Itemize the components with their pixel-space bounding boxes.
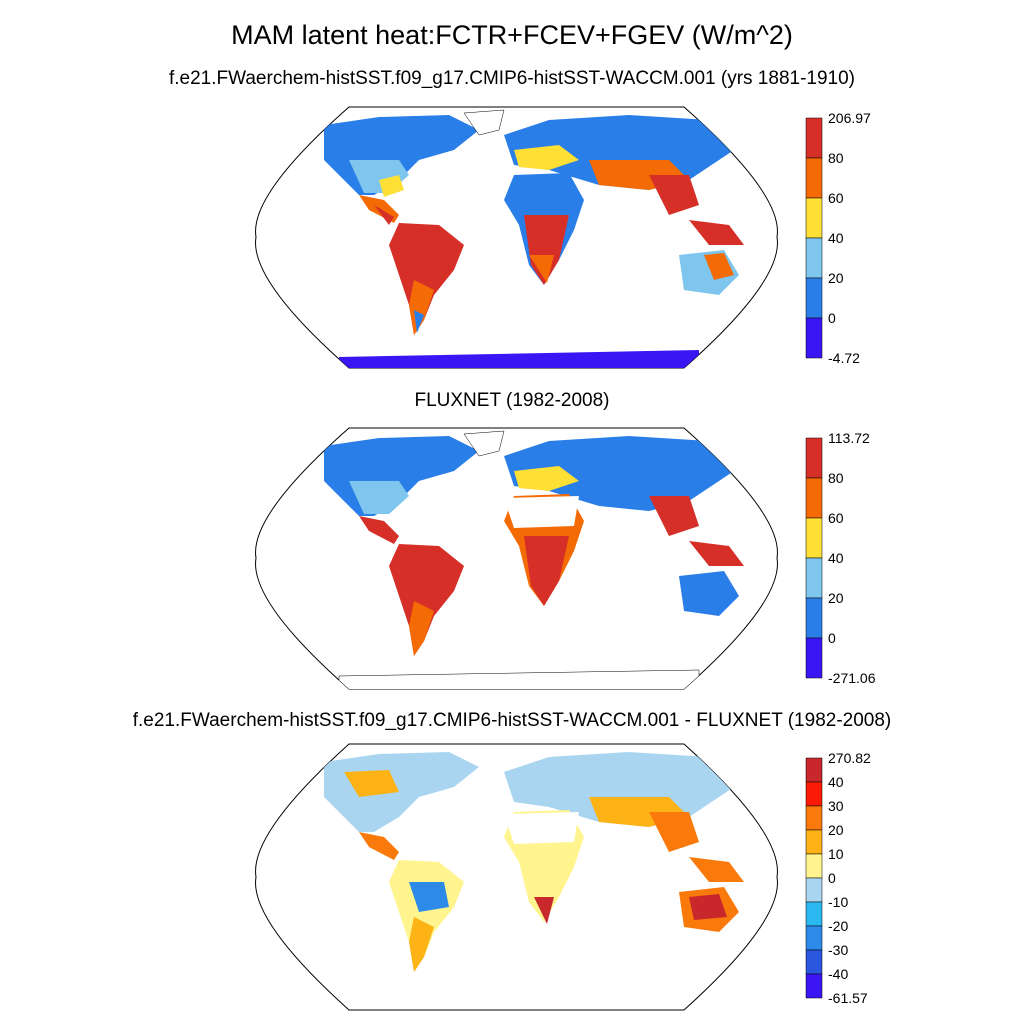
colorbar-segment [805, 637, 823, 679]
panel-3-colorbar: 270.82 40 30 20 10 0 -10 -20 -30 -40 -61.57 [805, 752, 871, 1006]
colorbar-segment [805, 757, 823, 783]
panel-3-title: f.e21.FWaerchem-histSST.f09_g17.CMIP6-hi… [132, 710, 892, 731]
colorbar-label: 60 [828, 510, 844, 526]
colorbar-label: 60 [828, 190, 844, 206]
colorbar-segment [805, 973, 823, 999]
colorbar-segment [805, 317, 823, 359]
colorbar-label: 80 [828, 470, 844, 486]
colorbar-segment [805, 557, 823, 599]
panel-2-title: FLUXNET (1982-2008) [414, 390, 610, 411]
colorbar-label: 206.97 [828, 112, 871, 126]
colorbar-segment [805, 477, 823, 519]
colorbar-label: 20 [828, 822, 844, 838]
colorbar-segment [805, 781, 823, 807]
eurasia-region [504, 115, 749, 190]
colorbar-label: 40 [828, 550, 844, 566]
colorbar-segment [805, 437, 823, 479]
colorbar-segment [805, 157, 823, 199]
colorbar-segment [805, 517, 823, 559]
colorbar-segment [805, 117, 823, 159]
greenland-region [463, 109, 505, 136]
colorbar-label: -10 [828, 894, 848, 910]
colorbar-segment [805, 877, 823, 903]
colorbar-label: 30 [828, 798, 844, 814]
colorbar-segment [805, 805, 823, 831]
colorbar-label: 10 [828, 846, 844, 862]
panel-3-map [255, 743, 778, 1011]
colorbar-label: 20 [828, 270, 844, 286]
south-america-region [389, 223, 464, 335]
colorbar-label: -271.06 [828, 670, 876, 686]
colorbar-label: -40 [828, 966, 848, 982]
colorbar-segment [805, 197, 823, 239]
colorbar-segment [805, 853, 823, 879]
colorbar-label: 80 [828, 150, 844, 166]
colorbar-label: -61.57 [828, 990, 868, 1006]
colorbar-label: -30 [828, 942, 848, 958]
colorbar-segment [805, 925, 823, 951]
colorbar-label: 20 [828, 590, 844, 606]
colorbar-label: 0 [828, 630, 836, 646]
colorbar-label: 40 [828, 230, 844, 246]
colorbar-segment [805, 237, 823, 279]
colorbar-segment [805, 901, 823, 927]
panel-1-map [255, 106, 778, 369]
colorbar-segment [805, 597, 823, 639]
colorbar-label: -20 [828, 918, 848, 934]
colorbar-label: 113.72 [828, 432, 870, 446]
antarctica-region [339, 350, 699, 368]
colorbar-label: 0 [828, 870, 836, 886]
colorbar-label: 40 [828, 774, 844, 790]
colorbar-label: 0 [828, 310, 836, 326]
panel-1-title: f.e21.FWaerchem-histSST.f09_g17.CMIP6-hi… [168, 68, 855, 89]
main-title: MAM latent heat:FCTR+FCEV+FGEV (W/m^2) [231, 20, 793, 50]
panel-2-colorbar: 113.72 80 60 40 20 0 -271.06 [805, 432, 876, 686]
panel-1-colorbar: 206.97 80 60 40 20 0 -4.72 [805, 112, 871, 366]
colorbar-label: -4.72 [828, 350, 860, 366]
colorbar-segment [805, 277, 823, 319]
colorbar-segment [805, 829, 823, 855]
colorbar-segment [805, 949, 823, 975]
colorbar-label: 270.82 [828, 752, 871, 766]
panel-2-map [255, 427, 778, 690]
